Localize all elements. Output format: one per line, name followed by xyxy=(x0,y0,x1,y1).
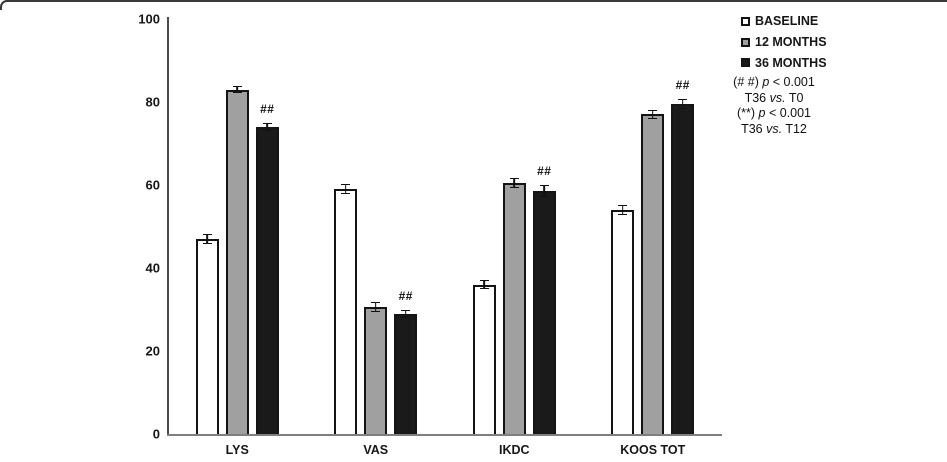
category-label-ikdc: IKDC xyxy=(498,443,530,457)
legend-item-baseline: BASELINE xyxy=(741,11,871,32)
bar-vas-12-months xyxy=(364,307,388,434)
bar-chart-plot-area: 0 20 40 60 80 100 LYS ## VAS ## IKDC ## KOOS TOT ## xyxy=(138,12,722,457)
chart-legend: BASELINE 12 MONTHS 36 MONTHS (# #) p < 0.0… xyxy=(733,11,871,135)
y-axis-tick-label: 20 xyxy=(145,343,160,359)
bar-ikdc-baseline xyxy=(472,284,496,434)
significance-marker-ikdc: ## xyxy=(537,164,552,179)
error-bar-lys-36-months xyxy=(262,122,272,132)
error-bar-koos-tot-12-months xyxy=(648,110,658,119)
legend-swatch-icon xyxy=(741,58,750,68)
error-bar-vas-12-months xyxy=(371,302,381,313)
category-label-koos-tot: KOOS TOT xyxy=(620,443,686,457)
bar-ikdc-36-months xyxy=(532,191,556,434)
x-axis-line xyxy=(167,434,722,436)
bar-koos-tot-36-months xyxy=(671,104,695,434)
legend-items: BASELINE 12 MONTHS 36 MONTHS xyxy=(741,11,871,73)
significance-note-line-1: (# #) p < 0.001 xyxy=(733,75,815,89)
y-axis-tick-label: 0 xyxy=(152,426,160,442)
bar-ikdc-12-months xyxy=(502,182,526,434)
legend-item-36-months: 36 MONTHS xyxy=(741,52,871,73)
bar-lys-baseline xyxy=(195,238,219,434)
error-bar-koos-tot-baseline xyxy=(618,204,628,215)
significance-note-line-4: T36 vs. T12 xyxy=(741,121,807,136)
error-bar-ikdc-36-months xyxy=(539,185,549,198)
legend-item-12-months: 12 MONTHS xyxy=(741,32,871,53)
bar-lys-12-months xyxy=(225,89,249,434)
y-axis-tick-label: 100 xyxy=(138,11,160,27)
bar-lys-36-months xyxy=(255,126,279,434)
error-bar-ikdc-12-months xyxy=(509,177,519,188)
error-bar-lys-12-months xyxy=(232,86,242,93)
category-label-vas: VAS xyxy=(363,443,389,457)
significance-note-line-3: (**) p < 0.001 xyxy=(736,106,811,120)
y-axis-tick-label: 60 xyxy=(145,177,160,193)
error-bar-lys-baseline xyxy=(202,233,212,244)
y-axis-tick-label: 40 xyxy=(145,260,160,276)
y-axis-line xyxy=(167,17,169,434)
bar-koos-tot-12-months xyxy=(641,114,665,434)
error-bar-ikdc-baseline xyxy=(479,280,489,289)
significance-note: (# #) p < 0.001 T36 vs. T0 (**) p < 0.001 T… xyxy=(721,75,827,137)
bar-vas-baseline xyxy=(334,189,358,434)
category-label-lys: LYS xyxy=(225,443,249,457)
error-bar-vas-36-months xyxy=(401,309,411,318)
legend-item-label: 36 MONTHS xyxy=(755,55,827,70)
error-bar-vas-baseline xyxy=(341,184,351,195)
error-bar-koos-tot-36-months xyxy=(678,99,688,110)
figure-top-border xyxy=(6,0,947,2)
significance-marker-vas: ## xyxy=(398,288,413,303)
significance-marker-lys: ## xyxy=(260,101,275,116)
bar-vas-36-months xyxy=(394,313,418,434)
significance-note-line-2: T36 vs. T0 xyxy=(744,90,804,105)
legend-item-label: 12 MONTHS xyxy=(755,35,827,50)
legend-swatch-icon xyxy=(741,37,750,47)
bar-koos-tot-baseline xyxy=(611,209,635,434)
legend-swatch-icon xyxy=(741,16,750,26)
y-axis-tick-label: 80 xyxy=(145,94,160,110)
significance-marker-koos-tot: ## xyxy=(675,78,690,93)
legend-item-label: BASELINE xyxy=(755,14,819,29)
